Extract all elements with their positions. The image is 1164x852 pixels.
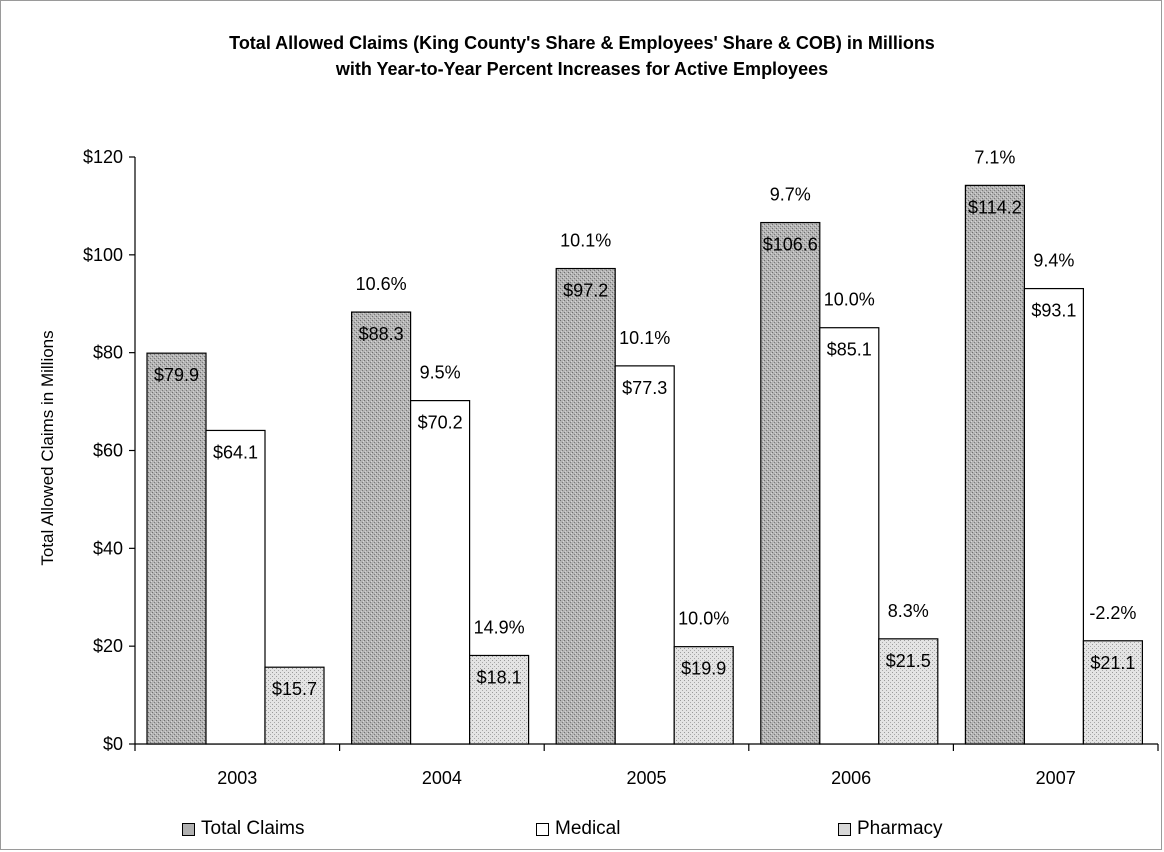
bar-value-label: $79.9: [154, 365, 199, 385]
chart-title: Total Allowed Claims (King County's Shar…: [229, 33, 935, 53]
legend-item-medical: Medical: [536, 818, 620, 840]
y-tick-label: $80: [93, 343, 123, 363]
bar-pct-label: 7.1%: [974, 147, 1015, 167]
bar-pharmacy: [878, 638, 939, 745]
bar-medical: [410, 400, 471, 745]
y-axis-label: Total Allowed Claims in Millions: [38, 330, 57, 565]
bar-total-claims: [555, 267, 616, 745]
bar-pct-label: 8.3%: [888, 601, 929, 621]
bar-value-label: $19.9: [681, 659, 726, 679]
bar-pharmacy: [469, 654, 530, 745]
legend-swatch-total-claims-icon: [182, 822, 195, 836]
bar-value-label: $93.1: [1031, 301, 1076, 321]
bar-pharmacy: [673, 646, 734, 745]
y-axis: $0 $20 $40 $60 $80 $100 $120: [83, 147, 136, 754]
bar-value-label: $64.1: [213, 442, 258, 462]
bar-medical: [819, 327, 880, 745]
bar-total-claims: [146, 352, 207, 745]
x-tick-label: 2004: [422, 768, 462, 788]
chart-title-block: Total Allowed Claims (King County's Shar…: [0, 30, 1164, 82]
bar-value-label: $18.1: [477, 667, 522, 687]
y-tick-label: $40: [93, 538, 123, 558]
y-tick-label: $0: [103, 734, 123, 754]
bar-medical: [1023, 287, 1085, 745]
bar-medical: [205, 429, 266, 745]
bar-total-claims: [351, 311, 412, 745]
bar-medical: [614, 365, 675, 745]
bar-pharmacy: [264, 666, 325, 745]
bar-value-label: $88.3: [359, 324, 404, 344]
bar-value-label: $77.3: [622, 378, 667, 398]
bar-pct-label: 9.7%: [770, 185, 811, 205]
bar-pct-label: 14.9%: [474, 617, 525, 637]
bar-value-label: $21.5: [886, 651, 931, 671]
legend-label: Total Claims: [201, 818, 305, 839]
legend-swatch-pharmacy-icon: [838, 822, 851, 836]
legend-label: Medical: [555, 818, 621, 839]
bar-pct-label: 10.0%: [824, 290, 875, 310]
bar-pct-label: 9.5%: [420, 363, 461, 383]
x-tick-label: 2007: [1036, 768, 1076, 788]
bar-pharmacy: [1082, 640, 1144, 745]
y-tick-label: $60: [93, 441, 123, 461]
bar-pct-label: 9.4%: [1033, 251, 1074, 271]
bar-pct-label: 10.0%: [678, 609, 729, 629]
bars: [146, 184, 1144, 745]
x-tick-label: 2005: [626, 768, 666, 788]
x-tick-label: 2006: [831, 768, 871, 788]
legend-swatch-medical-icon: [536, 822, 549, 836]
x-tick-label: 2003: [217, 768, 257, 788]
legend-label: Pharmacy: [857, 818, 943, 839]
bar-value-label: $114.2: [968, 197, 1022, 217]
y-tick-label: $100: [83, 245, 123, 265]
bar-pct-label: 10.1%: [619, 328, 670, 348]
bar-value-label: $70.2: [418, 413, 463, 433]
legend-item-total-claims: Total Claims: [182, 818, 304, 840]
legend-item-pharmacy: Pharmacy: [838, 818, 943, 840]
x-axis: 2003 2004 2005 2006 2007: [134, 743, 1159, 788]
bar-value-label: $85.1: [827, 340, 872, 360]
bar-pct-label: 10.1%: [560, 231, 611, 251]
bar-value-label: $97.2: [563, 281, 608, 301]
data-labels: $79.9 $88.3 10.6% $97.2 10.1% $106.6 9.7% $114.…: [154, 147, 1136, 699]
bar-value-label: $21.1: [1090, 653, 1135, 673]
bar-total-claims: [964, 184, 1026, 745]
bar-value-label: $106.6: [763, 235, 818, 255]
y-tick-label: $20: [93, 636, 123, 656]
chart-subtitle: with Year-to-Year Percent Increases for …: [335, 59, 829, 79]
bar-pct-label: 10.6%: [356, 274, 407, 294]
bar-total-claims: [760, 221, 821, 745]
bar-pct-label: -2.2%: [1089, 603, 1136, 623]
y-tick-label: $120: [83, 147, 123, 167]
bar-value-label: $15.7: [272, 679, 317, 699]
